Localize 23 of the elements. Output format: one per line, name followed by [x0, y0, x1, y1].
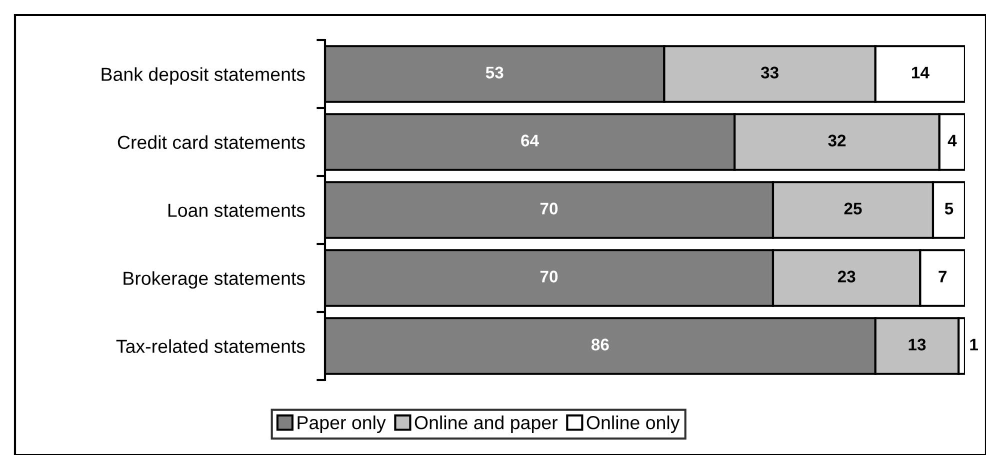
data-label: 5	[944, 202, 954, 214]
data-label: 33	[760, 66, 778, 78]
y-tick-label: Brokerage statements	[124, 271, 305, 289]
y-tick-label: Tax-related statements	[116, 339, 305, 353]
y-tick-label: Bank deposit statements	[102, 67, 305, 85]
data-label: 14	[912, 66, 930, 78]
data-label: 70	[540, 270, 558, 282]
data-label: 4	[948, 134, 957, 146]
legend-label: Paper only	[298, 416, 386, 433]
y-tick-label: Loan statements	[168, 204, 305, 217]
data-label: 7	[938, 270, 946, 282]
data-label: 32	[828, 134, 846, 146]
y-tick-label: Credit card statements	[118, 135, 305, 149]
data-label: 13	[908, 338, 926, 350]
data-label: 1	[970, 338, 978, 350]
legend-label: Online and paper	[414, 416, 558, 433]
data-label: 86	[591, 338, 609, 350]
data-label: 23	[838, 270, 856, 282]
legend-label: Online only	[586, 416, 680, 433]
data-label: 25	[844, 202, 862, 214]
data-label: 70	[540, 202, 558, 214]
data-label: 53	[486, 66, 504, 78]
data-label: 64	[521, 134, 539, 146]
